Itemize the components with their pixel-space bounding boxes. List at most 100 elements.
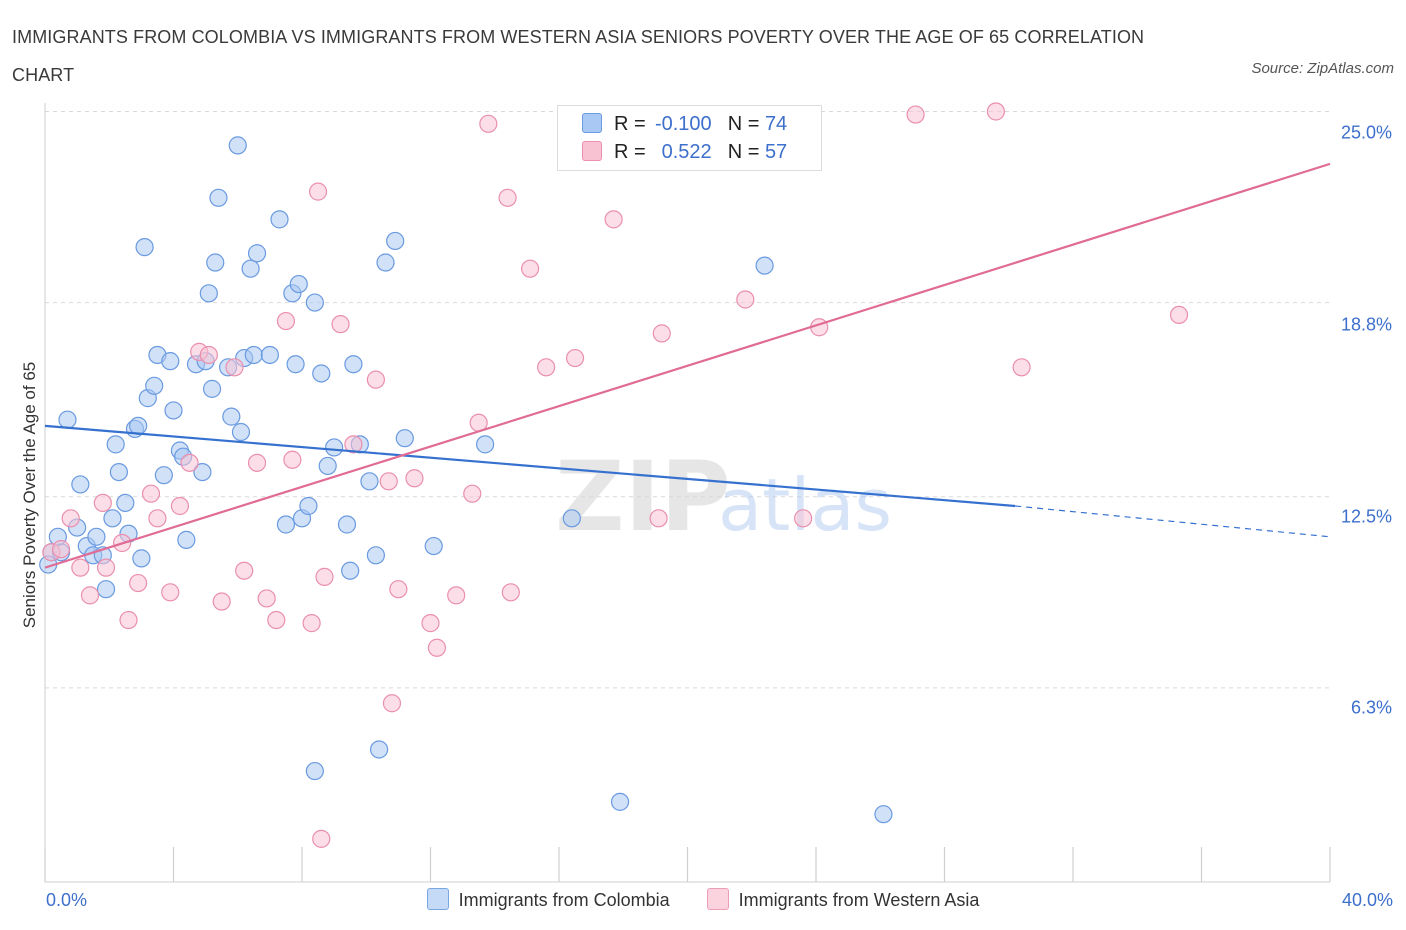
series-legend-western-asia[interactable]: Immigrants from Western Asia — [706, 888, 980, 911]
series-legend-label: Immigrants from Western Asia — [738, 890, 980, 910]
legend-row-western-asia: R = 0.522 N = 57 — [582, 138, 787, 166]
watermark-atlas: atlas — [718, 463, 892, 547]
watermark-zip: ZIP — [555, 441, 731, 553]
point-western-asia — [366, 370, 385, 389]
y-tick-label: 18.8% — [1340, 314, 1392, 335]
point-colombia — [360, 472, 379, 491]
point-western-asia — [427, 638, 447, 657]
point-colombia — [209, 188, 228, 207]
point-colombia — [260, 345, 279, 365]
trend-line-western-asia — [44, 162, 1331, 569]
point-western-asia — [331, 315, 350, 334]
point-western-asia — [537, 358, 556, 377]
point-western-asia — [276, 311, 296, 331]
point-colombia — [116, 493, 135, 513]
point-western-asia — [421, 614, 440, 633]
legend-r-value: 0.522 — [661, 141, 712, 163]
point-colombia — [87, 527, 106, 546]
point-colombia — [289, 274, 308, 294]
point-western-asia — [61, 509, 80, 528]
point-western-asia — [447, 586, 466, 605]
x-tick-label-min: 0.0% — [46, 890, 88, 910]
point-western-asia — [382, 694, 402, 713]
point-western-asia — [344, 435, 363, 454]
point-western-asia — [283, 450, 302, 469]
point-western-asia — [96, 558, 116, 577]
point-colombia — [305, 293, 324, 312]
point-colombia — [299, 496, 318, 516]
point-colombia — [202, 379, 222, 398]
point-western-asia — [315, 567, 334, 586]
point-western-asia — [225, 358, 244, 377]
point-colombia — [395, 429, 414, 448]
point-colombia — [344, 355, 363, 374]
point-western-asia — [649, 509, 668, 528]
point-colombia — [874, 805, 893, 824]
legend-r-label: R = — [614, 141, 646, 163]
point-western-asia — [51, 540, 71, 559]
trend-line-colombia-extension — [1015, 505, 1331, 538]
point-western-asia — [1012, 358, 1031, 377]
point-western-asia — [267, 610, 286, 630]
point-western-asia — [501, 583, 520, 602]
series-legend-colombia[interactable]: Immigrants from Colombia — [426, 888, 670, 911]
data-points — [39, 102, 1189, 848]
point-western-asia — [119, 610, 138, 630]
point-western-asia — [986, 102, 1006, 121]
point-colombia — [177, 530, 196, 549]
series-legend: Immigrants from Colombia Immigrants from… — [0, 888, 1406, 911]
point-western-asia — [170, 496, 190, 516]
point-colombia — [106, 435, 125, 454]
point-western-asia — [93, 493, 112, 513]
point-western-asia — [141, 484, 161, 503]
legend-swatch-colombia — [582, 113, 602, 133]
point-western-asia — [520, 259, 540, 278]
trend-lines — [44, 162, 1331, 569]
point-colombia — [206, 253, 225, 272]
point-western-asia — [498, 188, 517, 207]
series-swatch-colombia — [426, 888, 449, 910]
legend-n-value: 57 — [764, 141, 788, 163]
y-tick-label: 12.5% — [1340, 506, 1392, 527]
point-colombia — [222, 407, 241, 426]
legend-n-value: 74 — [764, 113, 788, 135]
x-tick-label-max: 40.0% — [1341, 890, 1393, 910]
point-western-asia — [736, 290, 755, 309]
point-colombia — [366, 546, 385, 565]
point-western-asia — [463, 484, 482, 503]
point-western-asia — [302, 614, 321, 633]
point-western-asia — [235, 561, 254, 580]
point-western-asia — [565, 348, 585, 368]
point-western-asia — [652, 324, 671, 343]
point-colombia — [562, 509, 581, 528]
point-western-asia — [379, 472, 398, 491]
chart-title: IMMIGRANTS FROM COLOMBIA VS IMMIGRANTS F… — [12, 27, 1145, 85]
point-colombia — [161, 352, 180, 371]
trend-line-colombia — [44, 424, 1016, 508]
point-western-asia — [479, 114, 498, 133]
point-western-asia — [212, 592, 231, 611]
point-colombia — [424, 536, 443, 556]
axes — [44, 103, 1331, 883]
point-colombia — [193, 462, 212, 482]
legend-row-colombia: R = -0.100 N = 74 — [582, 110, 787, 138]
y-axis-label: Seniors Poverty Over the Age of 65 — [20, 361, 39, 629]
point-colombia — [109, 462, 128, 482]
point-colombia — [244, 345, 263, 365]
point-western-asia — [148, 509, 167, 528]
gridlines — [45, 110, 1330, 689]
point-western-asia — [247, 453, 267, 472]
point-western-asia — [80, 586, 100, 605]
point-colombia — [312, 364, 331, 383]
point-colombia — [610, 792, 630, 811]
series-swatch-western-asia — [706, 888, 729, 910]
point-western-asia — [794, 509, 813, 528]
legend-r-label: R = — [614, 113, 646, 135]
legend-swatch-western-asia — [582, 141, 602, 161]
point-colombia — [370, 740, 389, 759]
point-western-asia — [389, 580, 408, 599]
point-colombia — [337, 515, 357, 534]
series-legend-label: Immigrants from Colombia — [458, 890, 670, 910]
point-colombia — [71, 475, 90, 494]
